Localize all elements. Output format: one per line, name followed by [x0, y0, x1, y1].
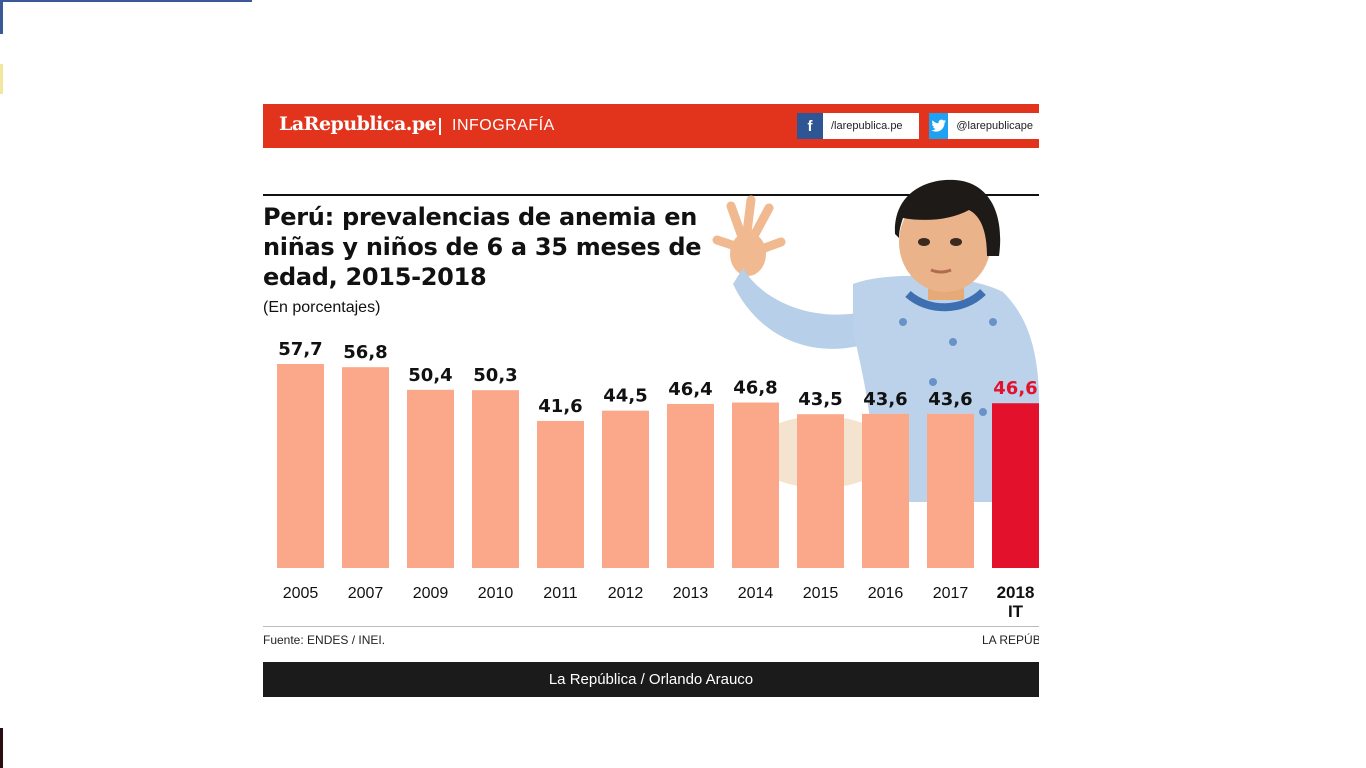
- category-label: 2013: [673, 585, 709, 602]
- value-label: 41,6: [538, 396, 582, 417]
- value-label: 43,6: [863, 389, 907, 410]
- edge-mark: [0, 64, 3, 94]
- facebook-icon: f: [797, 113, 823, 139]
- bar-2017: [927, 413, 974, 568]
- chart-title: Perú: prevalencias de anemia en niñas y …: [263, 203, 702, 291]
- category-label: 2010: [478, 585, 514, 602]
- category-label: 2009: [413, 585, 449, 602]
- source-note: Fuente: ENDES / INEI.: [263, 633, 386, 647]
- bottom-rule: [263, 626, 1039, 627]
- value-label: 44,5: [603, 386, 647, 407]
- category-label: 2011: [543, 585, 578, 602]
- credit-text: La República / Orlando Arauco: [548, 671, 754, 688]
- bar-2015: [797, 414, 844, 568]
- category-label: 2018: [997, 583, 1035, 602]
- infographic: LaRepublica.pe INFOGRAFÍA f /larepublica…: [263, 104, 1039, 697]
- value-label: 43,6: [928, 389, 972, 410]
- brand-separator: [439, 118, 441, 135]
- section-label: INFOGRAFÍA: [452, 117, 555, 134]
- category-label: 2016: [868, 585, 904, 602]
- value-label: 56,8: [343, 342, 387, 363]
- bar-2016: [862, 413, 909, 568]
- chart-subtitle: (En porcentajes): [263, 299, 381, 316]
- publisher-note: LA REPÚB: [982, 633, 1039, 647]
- category-label: IT: [1008, 602, 1024, 621]
- facebook-handle: /larepublica.pe: [831, 120, 903, 132]
- bar-2009: [407, 389, 454, 568]
- facebook-link[interactable]: f /larepublica.pe: [797, 113, 919, 139]
- category-label: 2012: [608, 585, 644, 602]
- bar-2018-it: [992, 403, 1039, 568]
- value-label: 57,7: [278, 339, 322, 360]
- bar-chart: 57,7 2005 56,8 2007 50,4 2009 50,3 2010 41,6 2011…: [277, 339, 1039, 621]
- top-rule: [263, 194, 1039, 196]
- edge-mark: [0, 0, 3, 34]
- brand-bar: LaRepublica.pe INFOGRAFÍA f /larepublica…: [263, 104, 1039, 148]
- value-label: 43,5: [798, 389, 842, 410]
- category-label: 2005: [283, 585, 319, 602]
- bar-2011: [537, 420, 584, 568]
- bar-2013: [667, 403, 714, 568]
- credit-bar: La República / Orlando Arauco: [263, 662, 1039, 697]
- category-label: 2015: [803, 585, 839, 602]
- bar-2010: [472, 390, 519, 568]
- category-label: 2017: [933, 585, 969, 602]
- twitter-icon: [929, 113, 949, 139]
- bar-2007: [342, 367, 389, 568]
- value-label: 46,8: [733, 378, 777, 399]
- bar-2005: [277, 364, 324, 568]
- bar-2014: [732, 402, 779, 568]
- value-label: 50,4: [408, 365, 452, 386]
- edge-strip-top: [0, 0, 252, 2]
- value-label: 46,6: [993, 378, 1037, 399]
- twitter-handle: @larepublicape: [956, 120, 1033, 132]
- twitter-link[interactable]: @larepublicape: [929, 113, 1039, 139]
- brand-logo: LaRepublica.pe: [279, 113, 437, 135]
- category-label: 2007: [348, 585, 384, 602]
- edge-mark: [0, 728, 3, 768]
- category-label: 2014: [738, 585, 774, 602]
- bar-2012: [602, 410, 649, 568]
- value-label: 46,4: [668, 379, 712, 400]
- value-label: 50,3: [473, 365, 517, 386]
